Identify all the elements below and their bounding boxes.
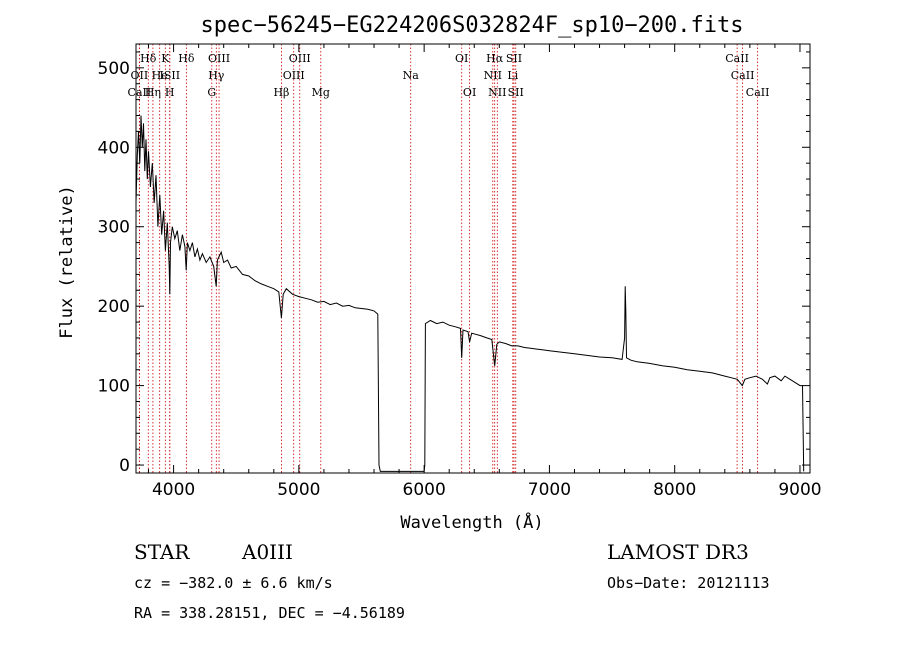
line-label-20: NII [484, 69, 502, 82]
line-label-9: OIII [208, 52, 230, 65]
line-label-8: H [165, 86, 175, 99]
y-tick-label-4: 400 [98, 138, 130, 158]
y-tick-label-1: 100 [98, 377, 130, 397]
line-label-18: OI [463, 86, 476, 99]
line-label-6: Hδ [178, 52, 195, 65]
x-tick-label-5: 9000 [778, 480, 821, 500]
x-tick-label-4: 8000 [653, 480, 696, 500]
emission-lines [138, 44, 759, 473]
x-axis-label: Wavelength (Å) [400, 511, 543, 533]
flux-series-line [135, 115, 805, 472]
redshift-cz: cz = −382.0 ± 6.6 km/s [134, 574, 333, 592]
plot-frame [135, 43, 811, 474]
ra-dec-coordinates: RA = 338.28151, DEC = −4.56189 [134, 604, 405, 622]
line-label-26: CaII [731, 69, 755, 82]
line-label-12: Hβ [273, 86, 289, 99]
line-label-15: Mg [312, 86, 330, 99]
y-tick-label-0: 0 [119, 456, 130, 476]
line-label-3: K [161, 52, 170, 65]
x-tick-label-0: 4000 [152, 480, 195, 500]
y-tick-label-2: 200 [98, 297, 130, 317]
y-tick-label-5: 500 [98, 59, 130, 79]
line-label-11: G [207, 86, 216, 99]
line-label-1: OII [131, 69, 149, 82]
survey-name: LAMOST DR3 [607, 540, 749, 564]
object-subclass: A0III [242, 540, 293, 564]
line-label-4: He [152, 69, 168, 82]
line-label-10: Hγ [208, 69, 225, 82]
axis-ticks: 4000 5000 6000 7000 8000 9000 0 100 200 300 400 500 [98, 44, 822, 500]
line-label-14: OIII [283, 69, 305, 82]
y-tick-label-3: 300 [98, 218, 130, 238]
line-label-25: CaII [725, 52, 749, 65]
line-label-23: Li [507, 69, 518, 82]
observation-date: Obs−Date: 20121113 [607, 574, 770, 592]
object-class: STAR [134, 540, 190, 564]
line-label-7: ISII [160, 69, 181, 82]
y-axis-label: Flux (relative) [57, 185, 77, 339]
line-label-19: Hα [486, 52, 504, 65]
line-label-0: Hδ [140, 52, 157, 65]
line-label-13: OIII [289, 52, 311, 65]
line-label-5: Hη [145, 86, 161, 99]
line-label-2: CaII [128, 86, 152, 99]
line-label-16: Na [403, 69, 420, 82]
line-label-21: NII [488, 86, 506, 99]
chart-title: spec−56245−EG224206S032824F_sp10−200.fit… [200, 13, 743, 38]
x-tick-label-2: 6000 [403, 480, 446, 500]
x-tick-label-1: 5000 [277, 480, 320, 500]
line-label-22: SII [506, 52, 522, 65]
line-label-17: OI [455, 52, 468, 65]
x-tick-label-3: 7000 [528, 480, 571, 500]
line-label-24: SII [508, 86, 524, 99]
line-label-27: CaII [746, 86, 770, 99]
